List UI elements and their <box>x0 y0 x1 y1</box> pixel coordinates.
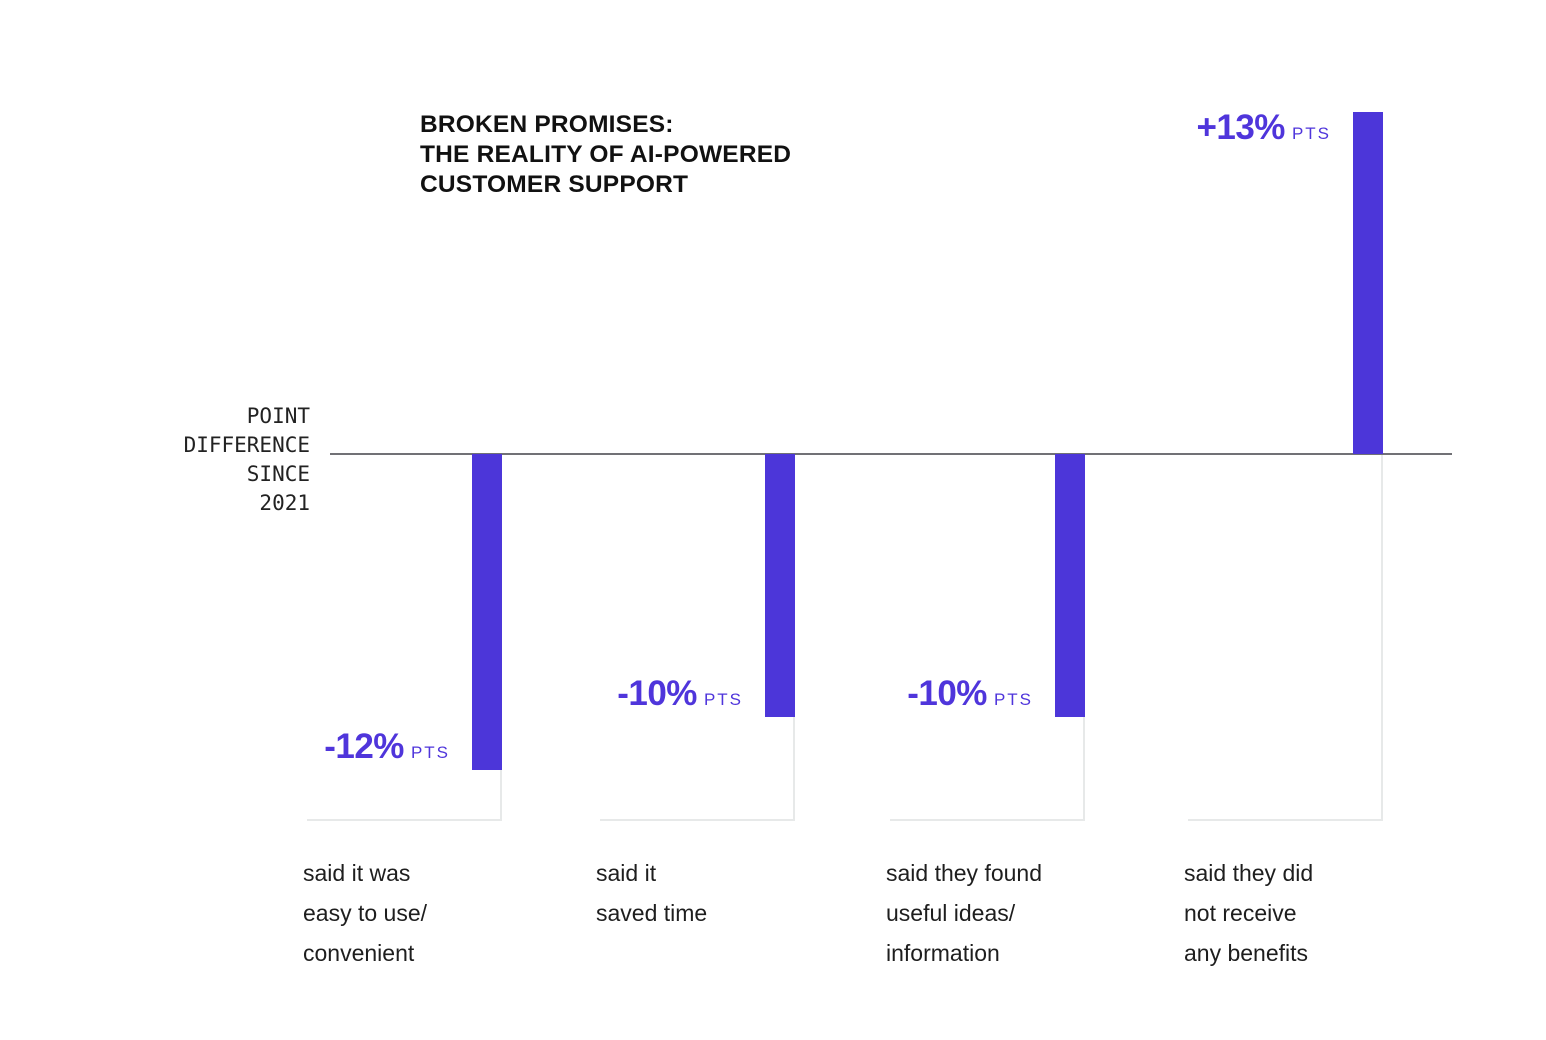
zero-baseline-axis <box>330 453 1452 455</box>
bar-useful-ideas <box>1055 454 1085 717</box>
value-unit: PTS <box>993 690 1033 709</box>
value-number: -10% <box>907 674 987 713</box>
column-outline <box>1188 455 1383 821</box>
chart-title: BROKEN PROMISES: THE REALITY OF AI-POWER… <box>420 111 792 198</box>
value-label: -12% PTS <box>324 728 450 766</box>
value-unit: PTS <box>410 743 450 762</box>
category-label-useful-ideas: said they found useful ideas/ informatio… <box>886 860 1043 966</box>
value-unit: PTS <box>1291 124 1331 143</box>
value-number: -12% <box>324 727 404 766</box>
bar-no-benefits <box>1353 112 1383 454</box>
value-label: +13% PTS <box>1196 109 1331 147</box>
value-number: -10% <box>617 674 697 713</box>
value-label: -10% PTS <box>617 675 743 713</box>
value-label: -10% PTS <box>907 675 1033 713</box>
bar-easy-to-use <box>472 454 502 770</box>
value-number: +13% <box>1196 108 1285 147</box>
category-label-saved-time: said it saved time <box>596 860 708 926</box>
bar-saved-time <box>765 454 795 717</box>
category-label-no-benefits: said they did not receive any benefits <box>1184 860 1314 966</box>
y-axis-label: POINT DIFFERENCE SINCE 2021 <box>183 404 310 515</box>
value-unit: PTS <box>703 690 743 709</box>
category-label-easy-to-use: said it was easy to use/ convenient <box>303 860 428 966</box>
